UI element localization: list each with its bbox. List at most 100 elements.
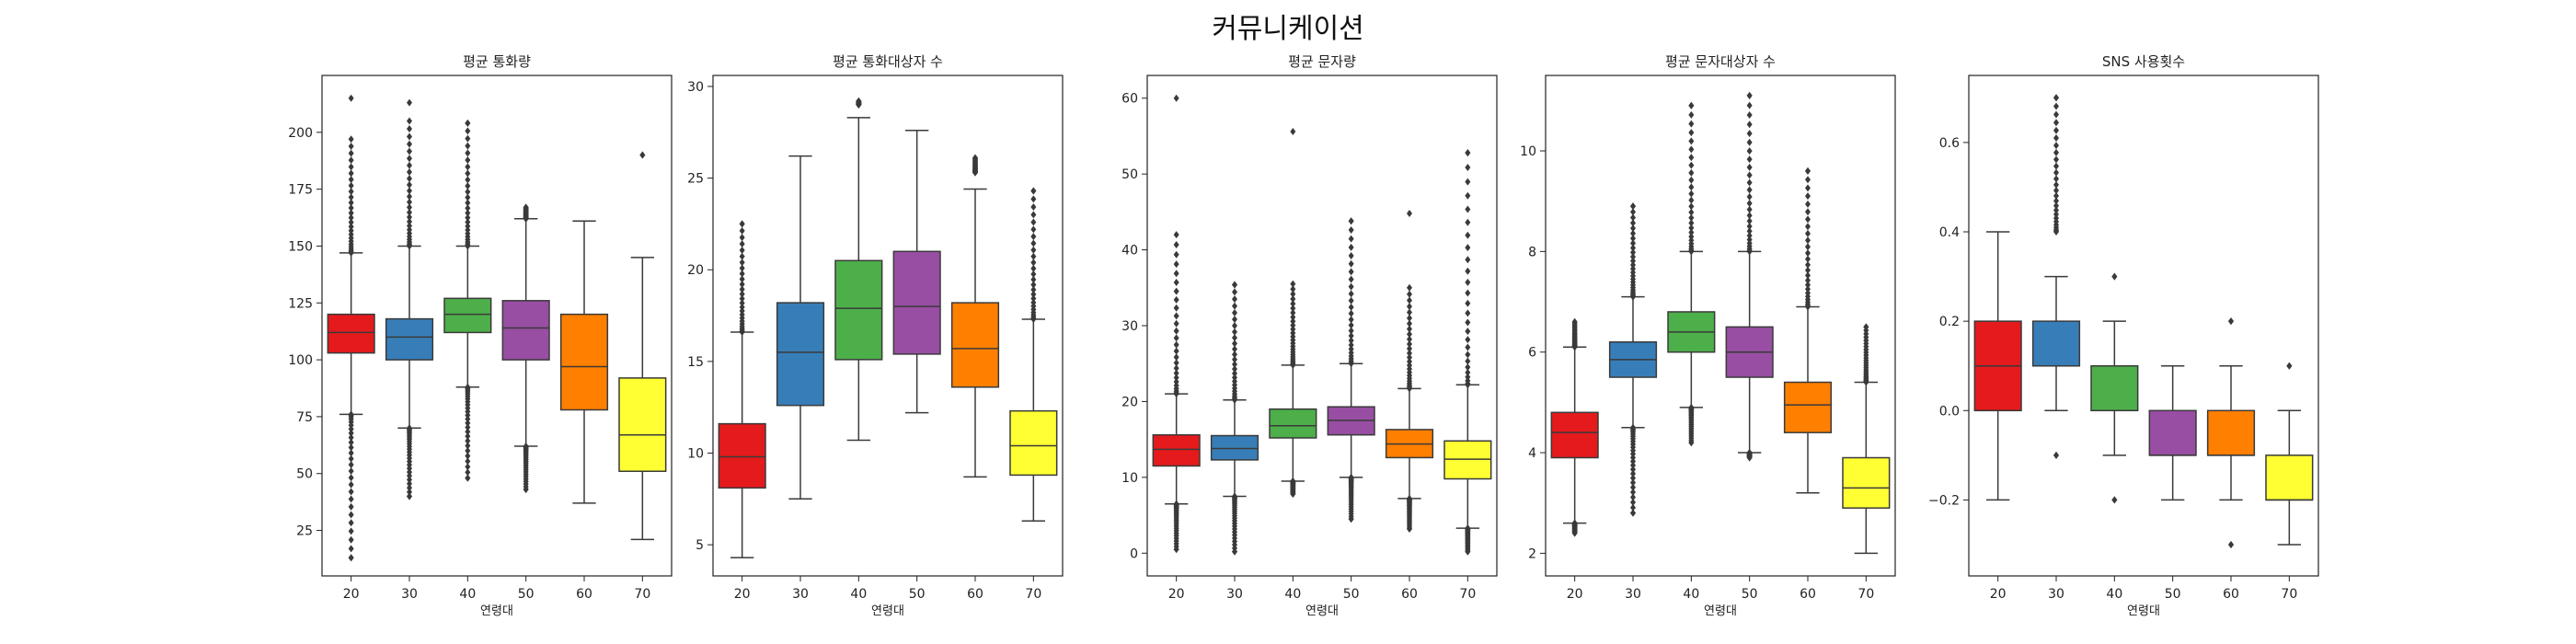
outlier-point (1290, 280, 1296, 288)
y-tick-label: 30 (687, 80, 704, 95)
outlier-point (465, 411, 471, 420)
outlier-extreme (2053, 451, 2059, 459)
outlier-point (465, 452, 471, 460)
outlier-point (407, 213, 412, 222)
outlier-point (1630, 260, 1636, 269)
x-tick-label: 20 (1168, 587, 1185, 602)
outlier-extreme (407, 98, 412, 107)
outlier-point (1688, 228, 1695, 236)
outlier-point (1348, 316, 1354, 324)
outlier-point (1688, 120, 1695, 128)
outlier-point (1688, 202, 1695, 211)
outlier-point (348, 425, 354, 433)
outlier-point (1407, 290, 1412, 298)
outlier-point (739, 290, 745, 298)
outlier-point (465, 437, 471, 445)
outlier-point (1688, 129, 1695, 137)
outlier-point (1630, 265, 1636, 273)
outlier-point (739, 275, 745, 283)
outlier-point (1746, 147, 1753, 155)
outlier-point (1805, 249, 1811, 258)
outlier-point (407, 147, 412, 155)
outlier-point (348, 213, 354, 222)
outlier-point (1465, 205, 1471, 213)
outlier-point (1290, 325, 1296, 333)
outlier-point (348, 193, 354, 201)
outlier-extreme (739, 220, 745, 228)
outlier-point (1465, 178, 1471, 186)
outlier-point (1805, 229, 1811, 237)
outlier-point (1465, 357, 1471, 365)
outlier-point (1805, 208, 1811, 216)
outlier-point (348, 495, 354, 503)
outlier-point (465, 204, 471, 213)
outlier-point (1173, 304, 1179, 312)
outlier-point (1290, 309, 1296, 317)
outlier-point (1232, 365, 1237, 374)
outlier-point (1348, 282, 1354, 291)
outlier-point (348, 169, 354, 178)
outlier-point (2053, 175, 2059, 183)
outlier-point (1232, 322, 1237, 330)
outlier-point (1030, 294, 1037, 303)
y-tick-label: 8 (1528, 245, 1536, 259)
outlier-point (465, 468, 471, 477)
outlier-point (407, 168, 412, 177)
outlier-point (1746, 199, 1753, 207)
x-tick-label: 60 (1800, 587, 1816, 602)
outlier-point (348, 488, 354, 496)
subplot-title: 평균 문자량 (1288, 53, 1356, 70)
x-axis-label: 연령대 (1704, 604, 1737, 618)
iqr-box (1009, 409, 1058, 477)
outlier-point (348, 438, 354, 446)
outlier-point (1630, 219, 1636, 227)
outlier-point (1030, 259, 1037, 267)
outlier-point (1630, 469, 1636, 477)
subplot-1: 평균 통화량 25 50 75 100 125 150 175 200 20 30 40 50 60 70 연… (288, 53, 673, 618)
iqr-box (718, 422, 766, 489)
iqr-box (2148, 409, 2197, 456)
outlier-point (1348, 235, 1354, 243)
outlier-point (1173, 327, 1179, 335)
axes-frame (1545, 75, 1896, 577)
outlier-point (465, 142, 471, 150)
outlier-point (1805, 260, 1811, 269)
outlier-extreme (1348, 515, 1354, 523)
outlier-point (1348, 340, 1354, 349)
x-tick-label: 60 (2223, 587, 2239, 602)
y-tick-label: −0.2 (1928, 493, 1960, 508)
figure-title: 커뮤니케이션 (1212, 13, 1364, 45)
outlier-point (348, 449, 354, 457)
outlier-point (348, 188, 354, 196)
subplot-2: 평균 통화대상자 수 5 10 15 20 25 30 20 30 40 50 60 70 연령대 (687, 53, 1064, 618)
outlier-extreme (1746, 91, 1753, 99)
outlier-extreme (465, 119, 471, 127)
outlier-point (1348, 243, 1354, 251)
outlier-extreme (1630, 509, 1636, 517)
box-50 (892, 130, 941, 414)
outlier-point (2053, 134, 2059, 143)
outlier-point (1030, 218, 1037, 226)
x-tick-label: 40 (459, 587, 476, 602)
outlier-point (1688, 168, 1695, 177)
y-tick-label: 10 (1520, 144, 1536, 159)
outlier-point (1290, 328, 1296, 337)
outlier-point (1173, 359, 1179, 367)
iqr-box (1842, 456, 1891, 509)
outlier-point (1465, 191, 1471, 200)
outlier-point (465, 222, 471, 230)
outlier-extreme (1030, 187, 1037, 195)
outlier-point (1348, 275, 1354, 283)
box-20 (718, 220, 766, 558)
outlier-point (1805, 285, 1811, 293)
outlier-point (407, 472, 412, 480)
outlier-point (1348, 226, 1354, 235)
outlier-point (1232, 302, 1237, 310)
outlier-point (407, 484, 412, 492)
outlier-point (1630, 239, 1636, 247)
outlier-extreme (348, 554, 354, 562)
outlier-point (1465, 336, 1471, 344)
outlier-point (465, 169, 471, 178)
outlier-extreme (1232, 547, 1237, 556)
outlier-point (348, 433, 354, 442)
